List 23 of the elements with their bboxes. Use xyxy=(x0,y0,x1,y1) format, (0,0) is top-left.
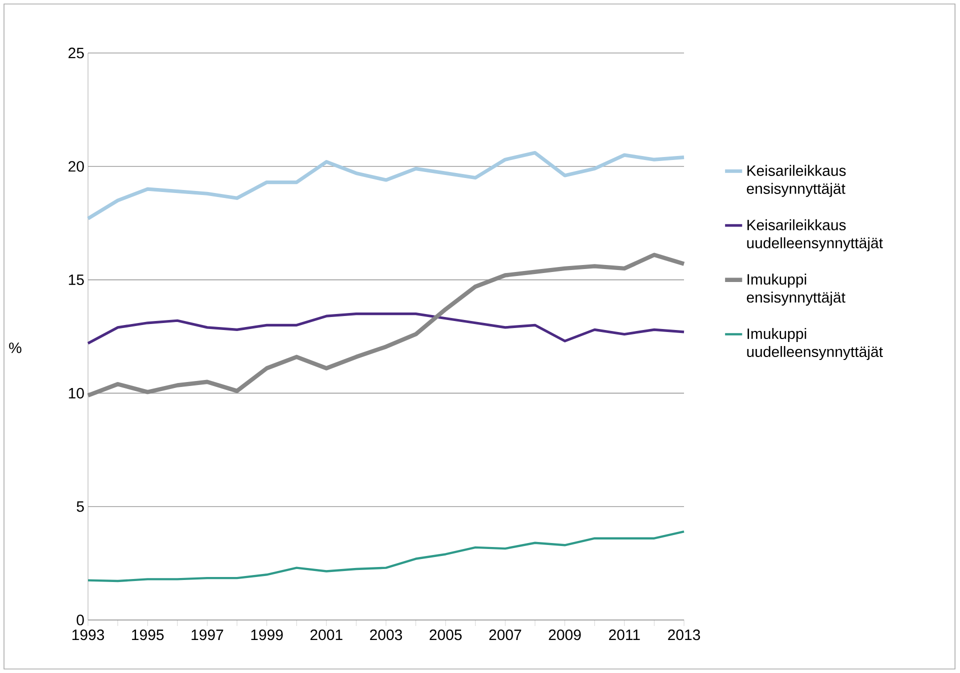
x-tick-label: 2005 xyxy=(430,630,462,640)
x-tick-label: 2013 xyxy=(668,630,700,640)
y-tick-label: 20 xyxy=(68,161,84,172)
legend-label: Imukuppi uudelleensynnyttäjät xyxy=(747,328,883,360)
x-tick-label: 2003 xyxy=(370,630,402,640)
y-tick-label: 0 xyxy=(76,614,84,626)
x-tick-label: 1997 xyxy=(192,630,224,640)
legend-label: Keisarileikkaus uudelleensynnyttäjät xyxy=(747,219,883,252)
y-tick-label: 25 xyxy=(68,48,84,58)
line-series xyxy=(86,150,686,220)
x-tick-label: 1995 xyxy=(132,630,164,640)
x-tick-label: 2007 xyxy=(489,630,522,640)
y-tick-label: 5 xyxy=(76,501,84,512)
x-tick-label: 1993 xyxy=(72,630,104,640)
x-tick-label: 2001 xyxy=(310,630,342,640)
legend-label: Keisarileikkaus ensisynnyttäjät xyxy=(746,164,846,197)
x-tick-label: 1999 xyxy=(251,630,283,640)
legend-label: Imukuppi ensisynnyttäjät xyxy=(746,274,846,306)
x-tick-label: 2011 xyxy=(609,630,640,640)
x-tick-label: 2009 xyxy=(548,630,581,640)
y-tick-label: 15 xyxy=(68,274,84,286)
y-tick-label: 10 xyxy=(68,388,84,399)
y-axis-title: % xyxy=(9,342,22,354)
